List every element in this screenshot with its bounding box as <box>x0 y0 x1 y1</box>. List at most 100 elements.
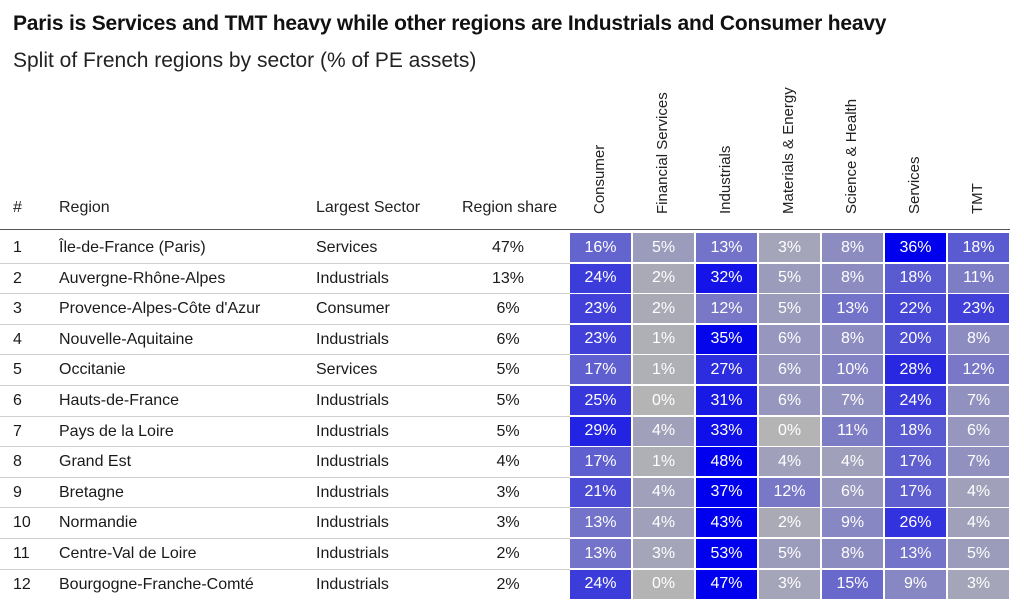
heatmap-cell-materials-energy: 6% <box>759 386 820 415</box>
heatmap-cell-consumer: 25% <box>570 386 631 415</box>
region-share-column-header: Region share <box>462 199 558 216</box>
row-region: Nouvelle-Aquitaine <box>59 330 194 348</box>
heatmap-cell-industrials: 48% <box>696 447 757 477</box>
heatmap-cell-services: 18% <box>885 416 946 446</box>
row-divider <box>0 538 570 539</box>
row-rank: 1 <box>13 239 22 256</box>
row-region: Centre-Val de Loire <box>59 545 197 562</box>
heatmap-cell-science-health: 11% <box>822 416 883 446</box>
heatmap-cell-tmt: 4% <box>948 508 1009 538</box>
heatmap-cell-consumer: 17% <box>570 355 631 385</box>
row-region-share: 4% <box>496 453 520 471</box>
heatmap-cell-tmt: 18% <box>948 233 1009 262</box>
row-largest-sector: Consumer <box>316 300 390 318</box>
row-largest-sector: Services <box>316 361 378 379</box>
row-divider <box>0 354 570 356</box>
heatmap-cell-consumer: 13% <box>570 508 631 538</box>
heatmap-cell-industrials: 53% <box>696 539 757 568</box>
heatmap-cell-science-health: 8% <box>822 539 883 568</box>
row-region: Bretagne <box>59 483 124 501</box>
row-region: Île-de-France (Paris) <box>59 239 206 256</box>
row-region-share: 47% <box>491 239 525 256</box>
rank-column-header: # <box>13 199 22 216</box>
heatmap-cell-consumer: 17% <box>570 447 631 477</box>
row-rank: 2 <box>13 269 22 287</box>
row-divider <box>0 476 570 478</box>
heatmap-cell-tmt: 3% <box>948 569 1009 599</box>
heatmap-cell-tmt: 23% <box>948 294 1009 324</box>
row-rank: 12 <box>13 575 31 593</box>
heatmap-cell-science-health: 8% <box>822 233 883 262</box>
heatmap-cell-financial-services: 4% <box>633 477 694 507</box>
heatmap-cell-financial-services: 4% <box>633 508 694 538</box>
heatmap-cell-science-health: 7% <box>822 386 883 415</box>
heatmap-cell-consumer: 13% <box>570 539 631 568</box>
heatmap-cell-financial-services: 1% <box>633 447 694 477</box>
row-rank: 11 <box>13 545 30 562</box>
heatmap-cell-materials-energy: 4% <box>759 447 820 477</box>
sector-header-science-health: Science & Health <box>843 98 860 214</box>
heatmap-cell-tmt: 11% <box>948 263 1009 293</box>
heatmap-cell-materials-energy: 0% <box>759 416 820 446</box>
heatmap-cell-science-health: 13% <box>822 294 883 324</box>
sector-header-industrials: Industrials <box>717 145 734 214</box>
heatmap-cell-services: 17% <box>885 477 946 507</box>
heatmap-cell-materials-energy: 5% <box>759 539 820 568</box>
row-largest-sector: Industrials <box>316 422 389 440</box>
row-divider <box>0 262 570 264</box>
heatmap-cell-materials-energy: 6% <box>759 355 820 385</box>
heatmap-cell-science-health: 10% <box>822 355 883 385</box>
heatmap-cell-science-health: 9% <box>822 508 883 538</box>
row-rank: 9 <box>13 483 22 501</box>
heatmap-cell-industrials: 47% <box>696 569 757 599</box>
row-rank: 8 <box>13 453 22 471</box>
row-rank: 3 <box>13 300 22 318</box>
heatmap-cell-tmt: 8% <box>948 324 1009 354</box>
heatmap-cell-consumer: 24% <box>570 569 631 599</box>
row-largest-sector: Industrials <box>316 453 389 471</box>
row-region: Hauts-de-France <box>59 392 180 409</box>
heatmap-cell-tmt: 12% <box>948 355 1009 385</box>
row-largest-sector: Industrials <box>316 330 389 348</box>
heatmap-cell-consumer: 23% <box>570 294 631 324</box>
row-rank: 4 <box>13 330 22 348</box>
chart-title: Paris is Services and TMT heavy while ot… <box>13 12 887 35</box>
heatmap-cell-industrials: 33% <box>696 416 757 446</box>
row-divider <box>0 323 570 325</box>
sector-header-services: Services <box>906 156 923 214</box>
heatmap-cell-financial-services: 3% <box>633 539 694 568</box>
row-region: Provence-Alpes-Côte d'Azur <box>59 300 261 318</box>
heatmap-cell-financial-services: 5% <box>633 233 694 262</box>
row-largest-sector: Industrials <box>316 514 389 532</box>
row-largest-sector: Industrials <box>316 575 389 593</box>
largest-sector-column-header: Largest Sector <box>316 199 421 216</box>
heatmap-cell-services: 18% <box>885 263 946 293</box>
sector-header-financial-services: Financial Services <box>654 92 671 214</box>
heatmap-cell-services: 17% <box>885 447 946 477</box>
row-region-share: 13% <box>491 269 525 287</box>
heatmap-cell-financial-services: 1% <box>633 355 694 385</box>
heatmap-cell-science-health: 4% <box>822 447 883 477</box>
sector-header-materials-energy: Materials & Energy <box>780 87 797 214</box>
row-region-share: 3% <box>496 514 520 532</box>
row-region-share: 2% <box>496 545 520 562</box>
heatmap-cell-science-health: 8% <box>822 324 883 354</box>
heatmap-cell-materials-energy: 3% <box>759 233 820 262</box>
heatmap-cell-materials-energy: 2% <box>759 508 820 538</box>
sector-header-tmt: TMT <box>969 183 986 214</box>
heatmap-cell-services: 24% <box>885 386 946 415</box>
heatmap-cell-services: 20% <box>885 324 946 354</box>
heatmap-cell-science-health: 15% <box>822 569 883 599</box>
heatmap-cell-services: 9% <box>885 569 946 599</box>
heatmap-cell-financial-services: 2% <box>633 294 694 324</box>
row-region-share: 5% <box>496 392 520 409</box>
row-largest-sector: Industrials <box>316 483 389 501</box>
heatmap-cell-consumer: 21% <box>570 477 631 507</box>
heatmap-cell-financial-services: 4% <box>633 416 694 446</box>
heatmap-cell-industrials: 32% <box>696 263 757 293</box>
heatmap-cell-tmt: 7% <box>948 386 1009 415</box>
heatmap-cell-services: 22% <box>885 294 946 324</box>
row-region-share: 3% <box>496 483 520 501</box>
heatmap-cell-materials-energy: 5% <box>759 263 820 293</box>
row-region: Bourgogne-Franche-Comté <box>59 575 254 593</box>
